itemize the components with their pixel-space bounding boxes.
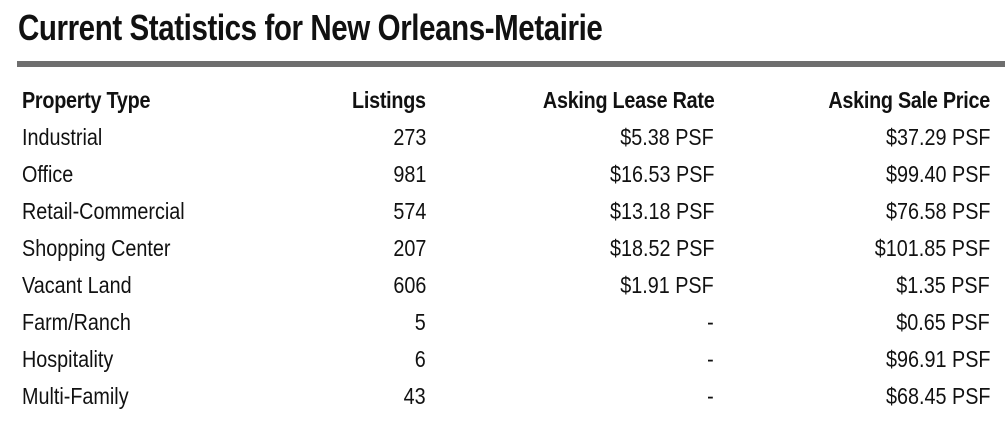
table-row: Vacant Land 606 $1.91 PSF $1.35 PSF (0, 267, 1005, 304)
cell-property-type: Hospitality (22, 346, 114, 372)
cell-asking-sale-price: $37.29 PSF (885, 124, 990, 150)
cell-listings: 5 (414, 309, 426, 335)
table-row: Hospitality 6 - $96.91 PSF (0, 341, 1005, 378)
table-row: Retail-Commercial 574 $13.18 PSF $76.58 … (0, 193, 1005, 230)
header-asking-sale-price: Asking Sale Price (828, 87, 990, 113)
title-divider (17, 61, 1005, 67)
cell-asking-sale-price: $76.58 PSF (885, 198, 990, 224)
cell-listings: 43 (403, 383, 426, 409)
cell-asking-lease-rate: - (707, 309, 714, 335)
cell-asking-sale-price: $0.65 PSF (896, 309, 990, 335)
page-title: Current Statistics for New Orleans-Metai… (18, 7, 603, 48)
table-header-row: Property Type Listings Asking Lease Rate… (0, 82, 1005, 119)
cell-property-type: Multi-Family (22, 383, 129, 409)
cell-listings: 273 (392, 124, 426, 150)
cell-asking-lease-rate: - (707, 346, 714, 372)
table-row: Farm/Ranch 5 - $0.65 PSF (0, 304, 1005, 341)
cell-asking-lease-rate: $16.53 PSF (609, 161, 714, 187)
table-row: Office 981 $16.53 PSF $99.40 PSF (0, 156, 1005, 193)
cell-asking-sale-price: $101.85 PSF (874, 235, 990, 261)
cell-property-type: Shopping Center (22, 235, 171, 261)
cell-listings: 574 (392, 198, 426, 224)
cell-property-type: Office (22, 161, 74, 187)
table-row: Shopping Center 207 $18.52 PSF $101.85 P… (0, 230, 1005, 267)
cell-asking-lease-rate: $5.38 PSF (620, 124, 714, 150)
cell-listings: 606 (392, 272, 426, 298)
cell-listings: 207 (392, 235, 426, 261)
cell-property-type: Retail-Commercial (22, 198, 185, 224)
cell-property-type: Farm/Ranch (22, 309, 131, 335)
cell-asking-sale-price: $99.40 PSF (885, 161, 990, 187)
cell-asking-lease-rate: $18.52 PSF (609, 235, 714, 261)
table-row: Industrial 273 $5.38 PSF $37.29 PSF (0, 119, 1005, 156)
cell-asking-sale-price: $1.35 PSF (896, 272, 990, 298)
cell-asking-sale-price: $96.91 PSF (885, 346, 990, 372)
header-property-type: Property Type (22, 87, 151, 113)
statistics-table: Property Type Listings Asking Lease Rate… (0, 82, 1005, 415)
cell-asking-lease-rate: - (707, 383, 714, 409)
cell-property-type: Vacant Land (22, 272, 132, 298)
header-listings: Listings (352, 87, 426, 113)
header-asking-lease-rate: Asking Lease Rate (542, 87, 714, 113)
cell-asking-lease-rate: $1.91 PSF (620, 272, 714, 298)
cell-listings: 6 (414, 346, 426, 372)
cell-asking-sale-price: $68.45 PSF (885, 383, 990, 409)
cell-asking-lease-rate: $13.18 PSF (609, 198, 714, 224)
cell-listings: 981 (392, 161, 426, 187)
table-row: Multi-Family 43 - $68.45 PSF (0, 378, 1005, 415)
cell-property-type: Industrial (22, 124, 103, 150)
